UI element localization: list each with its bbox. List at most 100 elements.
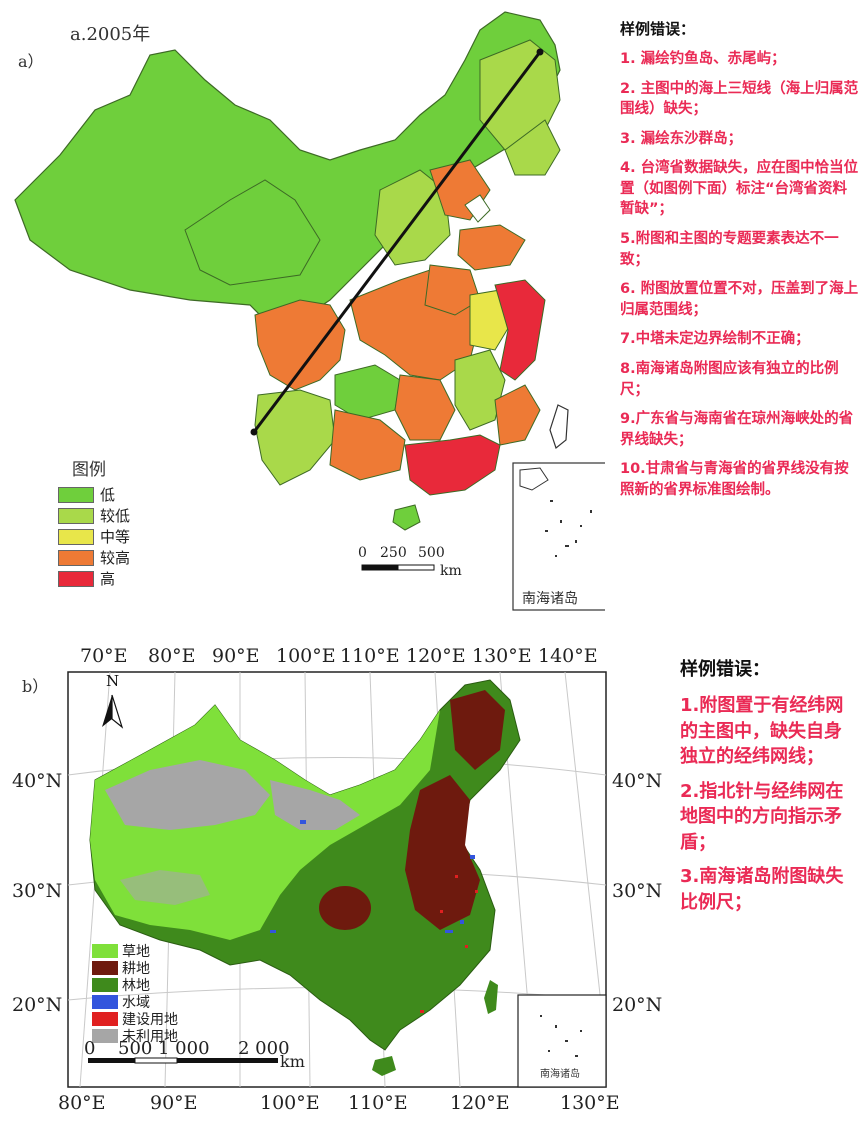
map-region-taiwan — [549, 404, 569, 450]
scale-bar-b-light — [134, 1057, 178, 1064]
lon-bottom-3: 110°E — [348, 1092, 408, 1114]
scale-bar-b — [88, 1058, 278, 1063]
map-region-jiangxi — [454, 349, 506, 431]
legend-b-item: 水域 — [92, 993, 178, 1011]
lon-top-2: 90°E — [212, 645, 260, 667]
landuse-cropland-east — [405, 775, 480, 930]
inset-b — [517, 994, 607, 1088]
inset-coast — [519, 467, 549, 491]
inset-b-label: 南海诸岛 — [540, 1069, 580, 1080]
legend-a-item: 低 — [58, 484, 130, 505]
map-region-ne2 — [504, 119, 561, 176]
lon-top-4: 110°E — [340, 645, 400, 667]
transect-end-dot — [536, 48, 544, 56]
map-region-henan — [424, 264, 481, 316]
legend-b-swatch — [92, 960, 118, 975]
lon-top-7: 140°E — [538, 645, 598, 667]
scale-bar-a-light — [397, 564, 435, 571]
map-region-mid-north — [374, 169, 451, 266]
lat-right-2: 20°N — [612, 994, 663, 1016]
map-region-anhui — [469, 289, 511, 351]
legend-a-item: 较低 — [58, 505, 130, 526]
legend-b-swatch — [92, 1011, 118, 1026]
map-region-hunan — [394, 374, 456, 441]
error-item: 2.指北针与经纬网在地图中的方向指示矛盾； — [680, 780, 844, 853]
errors-a: 样例错误： 1. 漏绘钓鱼岛、赤尾屿； 2. 主图中的海上三短线（海上归属范围线）… — [620, 18, 860, 509]
legend-b-label: 建设用地 — [122, 1011, 178, 1028]
lon-bottom-0: 80°E — [58, 1092, 106, 1114]
legend-a-item: 高 — [58, 568, 130, 589]
south-china-sea-inset — [512, 462, 605, 611]
legend-b-item: 草地 — [92, 942, 178, 960]
map-region-guangxi — [329, 409, 406, 481]
inset-islands — [545, 500, 592, 557]
lat-left-2: 20°N — [12, 994, 63, 1016]
legend-b-item: 耕地 — [92, 959, 178, 977]
error-item: 3. 漏绘东沙群岛； — [620, 130, 743, 147]
legend-a-swatch — [58, 486, 94, 503]
legend-b-swatch — [92, 1028, 118, 1043]
errors-b-title: 样例错误： — [680, 659, 770, 680]
lon-top-6: 130°E — [472, 645, 532, 667]
lon-top-1: 80°E — [148, 645, 196, 667]
scale-a-unit: km — [440, 563, 462, 579]
legend-a-label: 较高 — [100, 549, 131, 567]
map-region-jiangsu — [494, 279, 546, 381]
landuse-unused-1 — [105, 760, 270, 830]
scale-b-tick-1: 500 — [118, 1038, 153, 1059]
legend-a-label: 低 — [100, 486, 116, 504]
panel-a-label: a） — [18, 52, 44, 71]
error-item: 1. 漏绘钓鱼岛、赤尾屿； — [620, 51, 786, 67]
map-region-lowlow — [184, 179, 321, 286]
map-region-hainan — [392, 504, 421, 531]
legend-a-swatch — [58, 528, 94, 545]
errors-a-title: 样例错误： — [620, 20, 696, 38]
error-item: 6. 附图放置位置不对，压盖到了海上归属范围线； — [620, 281, 859, 318]
legend-a-label: 中等 — [100, 528, 131, 546]
landuse-hainan — [372, 1056, 396, 1076]
map-region-low — [14, 11, 561, 331]
legend-b: 草地 耕地 林地 水域 建设用地 未利用地 — [92, 942, 178, 1045]
landuse-taiwan — [484, 980, 498, 1014]
error-item: 8.南海诸岛附图应该有独立的比例尺； — [620, 360, 839, 398]
legend-b-swatch — [92, 977, 118, 992]
legend-a-title: 图例 — [72, 460, 106, 480]
map-region-shandong — [457, 224, 526, 271]
map-region-yunnan — [254, 389, 336, 486]
legend-a-item: 中等 — [58, 526, 130, 547]
panel-b-label: b） — [22, 677, 49, 696]
legend-b-label: 草地 — [122, 943, 150, 960]
lat-right-0: 40°N — [612, 770, 663, 792]
lat-left-0: 40°N — [12, 770, 63, 792]
error-item: 2. 主图中的海上三短线（海上归属范围线）缺失； — [620, 80, 859, 118]
legend-a-label: 较低 — [100, 507, 131, 525]
legend-b-label: 耕地 — [122, 960, 150, 977]
landuse-unused-3 — [120, 870, 210, 905]
inset-b-islands — [540, 1015, 582, 1057]
lat-right-1: 30°N — [612, 880, 663, 902]
bohai-sea — [464, 194, 491, 223]
map-region-sichuan — [254, 299, 346, 391]
legend-b-swatch — [92, 943, 118, 958]
landuse-built — [420, 875, 478, 1013]
error-item: 7.中塔未定边界绘制不正确； — [620, 331, 810, 348]
lon-top-0: 70°E — [80, 645, 128, 667]
scale-a-tick-0: 0 — [358, 545, 367, 561]
north-arrow-icon — [102, 694, 124, 729]
scale-a-tick-2: 500 — [418, 545, 445, 561]
legend-a-swatch — [58, 507, 94, 524]
error-item: 10.甘肃省与青海省的省界线没有按照新的省界标准图绘制。 — [620, 461, 849, 498]
lon-bottom-4: 120°E — [450, 1092, 510, 1114]
landuse-cropland-ne — [450, 690, 505, 770]
scale-a-tick-1: 250 — [380, 545, 407, 561]
error-item: 1.附图置于有经纬网的主图中，缺失自身独立的经纬网线； — [680, 695, 844, 768]
error-item: 5.附图和主图的专题要素表达不一致； — [620, 231, 839, 268]
error-item: 4. 台湾省数据缺失，应在图中恰当位置（如图例下面）标注“台湾省资料暂缺”； — [620, 160, 859, 218]
legend-a-label: 高 — [100, 570, 116, 588]
errors-b: 样例错误： 1.附图置于有经纬网的主图中，缺失自身独立的经纬网线； 2.指北针与经… — [680, 655, 858, 924]
scale-b-tick-0: 0 — [84, 1038, 96, 1059]
choropleth-map-2005 — [14, 11, 605, 611]
legend-b-item: 林地 — [92, 976, 178, 994]
legend-b-label: 未利用地 — [122, 1028, 178, 1045]
transect-line — [252, 51, 542, 433]
